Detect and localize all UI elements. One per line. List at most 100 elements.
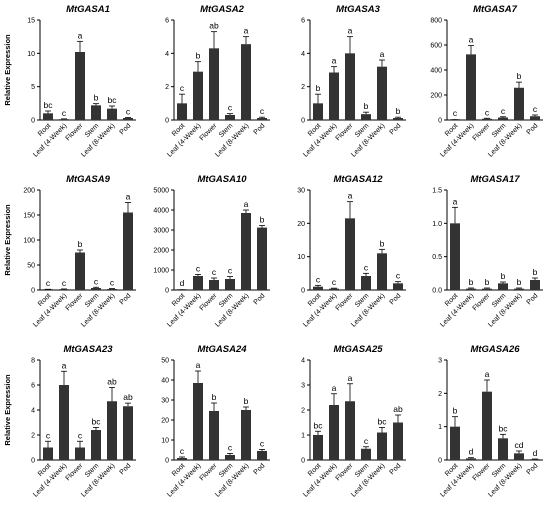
y-tick-label: 6 — [165, 18, 169, 25]
significance-label: c — [196, 263, 201, 273]
significance-label: a — [348, 26, 353, 36]
significance-label: c — [180, 83, 185, 93]
y-tick-label: 1.5 — [432, 188, 442, 195]
significance-label: c — [316, 274, 321, 284]
significance-label: b — [364, 101, 369, 111]
panel-title: MtGASA1 — [66, 4, 110, 15]
significance-label: b — [94, 93, 99, 103]
significance-label: a — [469, 35, 474, 45]
significance-label: b — [533, 267, 538, 277]
bar — [345, 53, 355, 121]
significance-label: b — [517, 71, 522, 81]
y-tick-label: 3000 — [153, 228, 169, 235]
y-tick-label: 0 — [31, 118, 35, 125]
y-tick-label: 50 — [161, 358, 169, 365]
y-tick-label: 0 — [165, 118, 169, 125]
significance-label: c — [212, 267, 217, 277]
bar — [257, 118, 267, 120]
y-tick-label: 1000 — [153, 268, 169, 275]
bar — [466, 288, 476, 290]
category-label: Pod — [119, 292, 133, 306]
bar — [257, 451, 267, 460]
significance-label: c — [78, 430, 83, 440]
bar — [361, 448, 371, 460]
y-tick-label: 200 — [430, 93, 442, 100]
y-tick-label: 2 — [165, 84, 169, 91]
significance-label: c — [533, 104, 538, 114]
y-tick-label: 30 — [161, 398, 169, 405]
category-label: Pod — [526, 122, 540, 136]
category-label: Flower — [199, 462, 219, 482]
significance-label: c — [260, 438, 265, 448]
significance-label: a — [332, 56, 337, 66]
bar — [361, 276, 371, 290]
category-label: Pod — [526, 292, 540, 306]
bar — [530, 459, 540, 460]
significance-label: a — [196, 360, 201, 370]
significance-label: a — [126, 192, 131, 202]
bar — [75, 52, 85, 120]
panel-title: MtGASA24 — [197, 344, 247, 355]
bar — [450, 223, 460, 290]
bar — [361, 114, 371, 120]
y-tick-label: 4 — [165, 51, 169, 58]
bar — [530, 116, 540, 120]
significance-label: ab — [393, 404, 403, 414]
bar — [107, 289, 117, 290]
bar — [482, 391, 492, 460]
y-tick-label: 5 — [31, 84, 35, 91]
panel-title: MtGASA23 — [63, 344, 113, 355]
significance-label: c — [396, 271, 401, 281]
category-label: Pod — [253, 462, 267, 476]
y-tick-label: 4 — [301, 358, 305, 365]
y-tick-label: 3 — [301, 383, 305, 390]
y-tick-label: 3 — [438, 358, 442, 365]
y-tick-label: 0 — [165, 458, 169, 465]
y-tick-label: 2 — [301, 408, 305, 415]
bar — [345, 218, 355, 290]
y-tick-label: 30 — [297, 188, 305, 195]
panel-title: MtGASA10 — [197, 174, 247, 185]
significance-label: a — [348, 373, 353, 383]
y-tick-label: 6 — [31, 383, 35, 390]
y-tick-label: 10 — [161, 438, 169, 445]
bar — [91, 430, 101, 460]
panel-title: MtGASA7 — [473, 4, 518, 15]
significance-label: d — [533, 448, 538, 458]
significance-label: c — [260, 106, 265, 116]
significance-label: a — [78, 30, 83, 40]
category-label: Flower — [472, 462, 492, 482]
significance-label: c — [228, 103, 233, 113]
panel-title: MtGASA3 — [336, 4, 381, 15]
y-tick-label: 10 — [297, 254, 305, 261]
significance-label: a — [332, 383, 337, 393]
significance-label: cd — [515, 440, 524, 450]
significance-label: a — [244, 199, 249, 209]
bar — [329, 405, 339, 460]
y-tick-label: 2 — [31, 433, 35, 440]
y-axis-label: Relative Expression — [3, 34, 12, 106]
y-tick-label: 400 — [430, 68, 442, 75]
bar — [193, 383, 203, 460]
panel-title: MtGASA12 — [333, 174, 383, 185]
bar — [345, 401, 355, 460]
y-tick-label: 0.5 — [432, 254, 442, 261]
significance-label: a — [348, 191, 353, 201]
bar — [514, 288, 524, 290]
y-axis-label: Relative Expression — [3, 374, 12, 446]
bar — [241, 410, 251, 460]
significance-label: bc — [378, 417, 388, 427]
y-tick-label: 100 — [23, 238, 35, 245]
significance-label: b — [316, 83, 321, 93]
significance-label: c — [228, 442, 233, 452]
y-tick-label: 150 — [23, 213, 35, 220]
panel-title: MtGASA26 — [470, 344, 520, 355]
bar — [123, 118, 133, 120]
bar — [209, 280, 219, 290]
y-tick-label: 2 — [438, 391, 442, 398]
significance-label: ab — [107, 377, 117, 387]
y-tick-label: 1.0 — [432, 221, 442, 228]
